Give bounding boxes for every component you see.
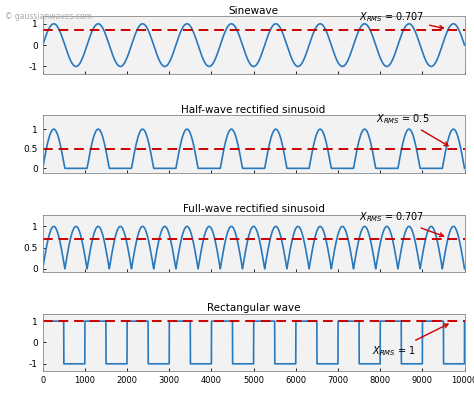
Title: Rectangular wave: Rectangular wave bbox=[207, 303, 301, 313]
Text: $X_{RMS}$ = 1: $X_{RMS}$ = 1 bbox=[372, 324, 448, 358]
Title: Sinewave: Sinewave bbox=[228, 6, 279, 16]
Title: Half-wave rectified sinusoid: Half-wave rectified sinusoid bbox=[182, 105, 326, 115]
Text: $X_{RMS}$ = 0.5: $X_{RMS}$ = 0.5 bbox=[376, 112, 448, 146]
Text: $X_{RMS}$ = 0.707: $X_{RMS}$ = 0.707 bbox=[359, 10, 443, 29]
Text: © gaussianwaves.com: © gaussianwaves.com bbox=[5, 12, 91, 21]
Title: Full-wave rectified sinusoid: Full-wave rectified sinusoid bbox=[182, 204, 325, 214]
Text: $X_{RMS}$ = 0.707: $X_{RMS}$ = 0.707 bbox=[359, 211, 444, 237]
